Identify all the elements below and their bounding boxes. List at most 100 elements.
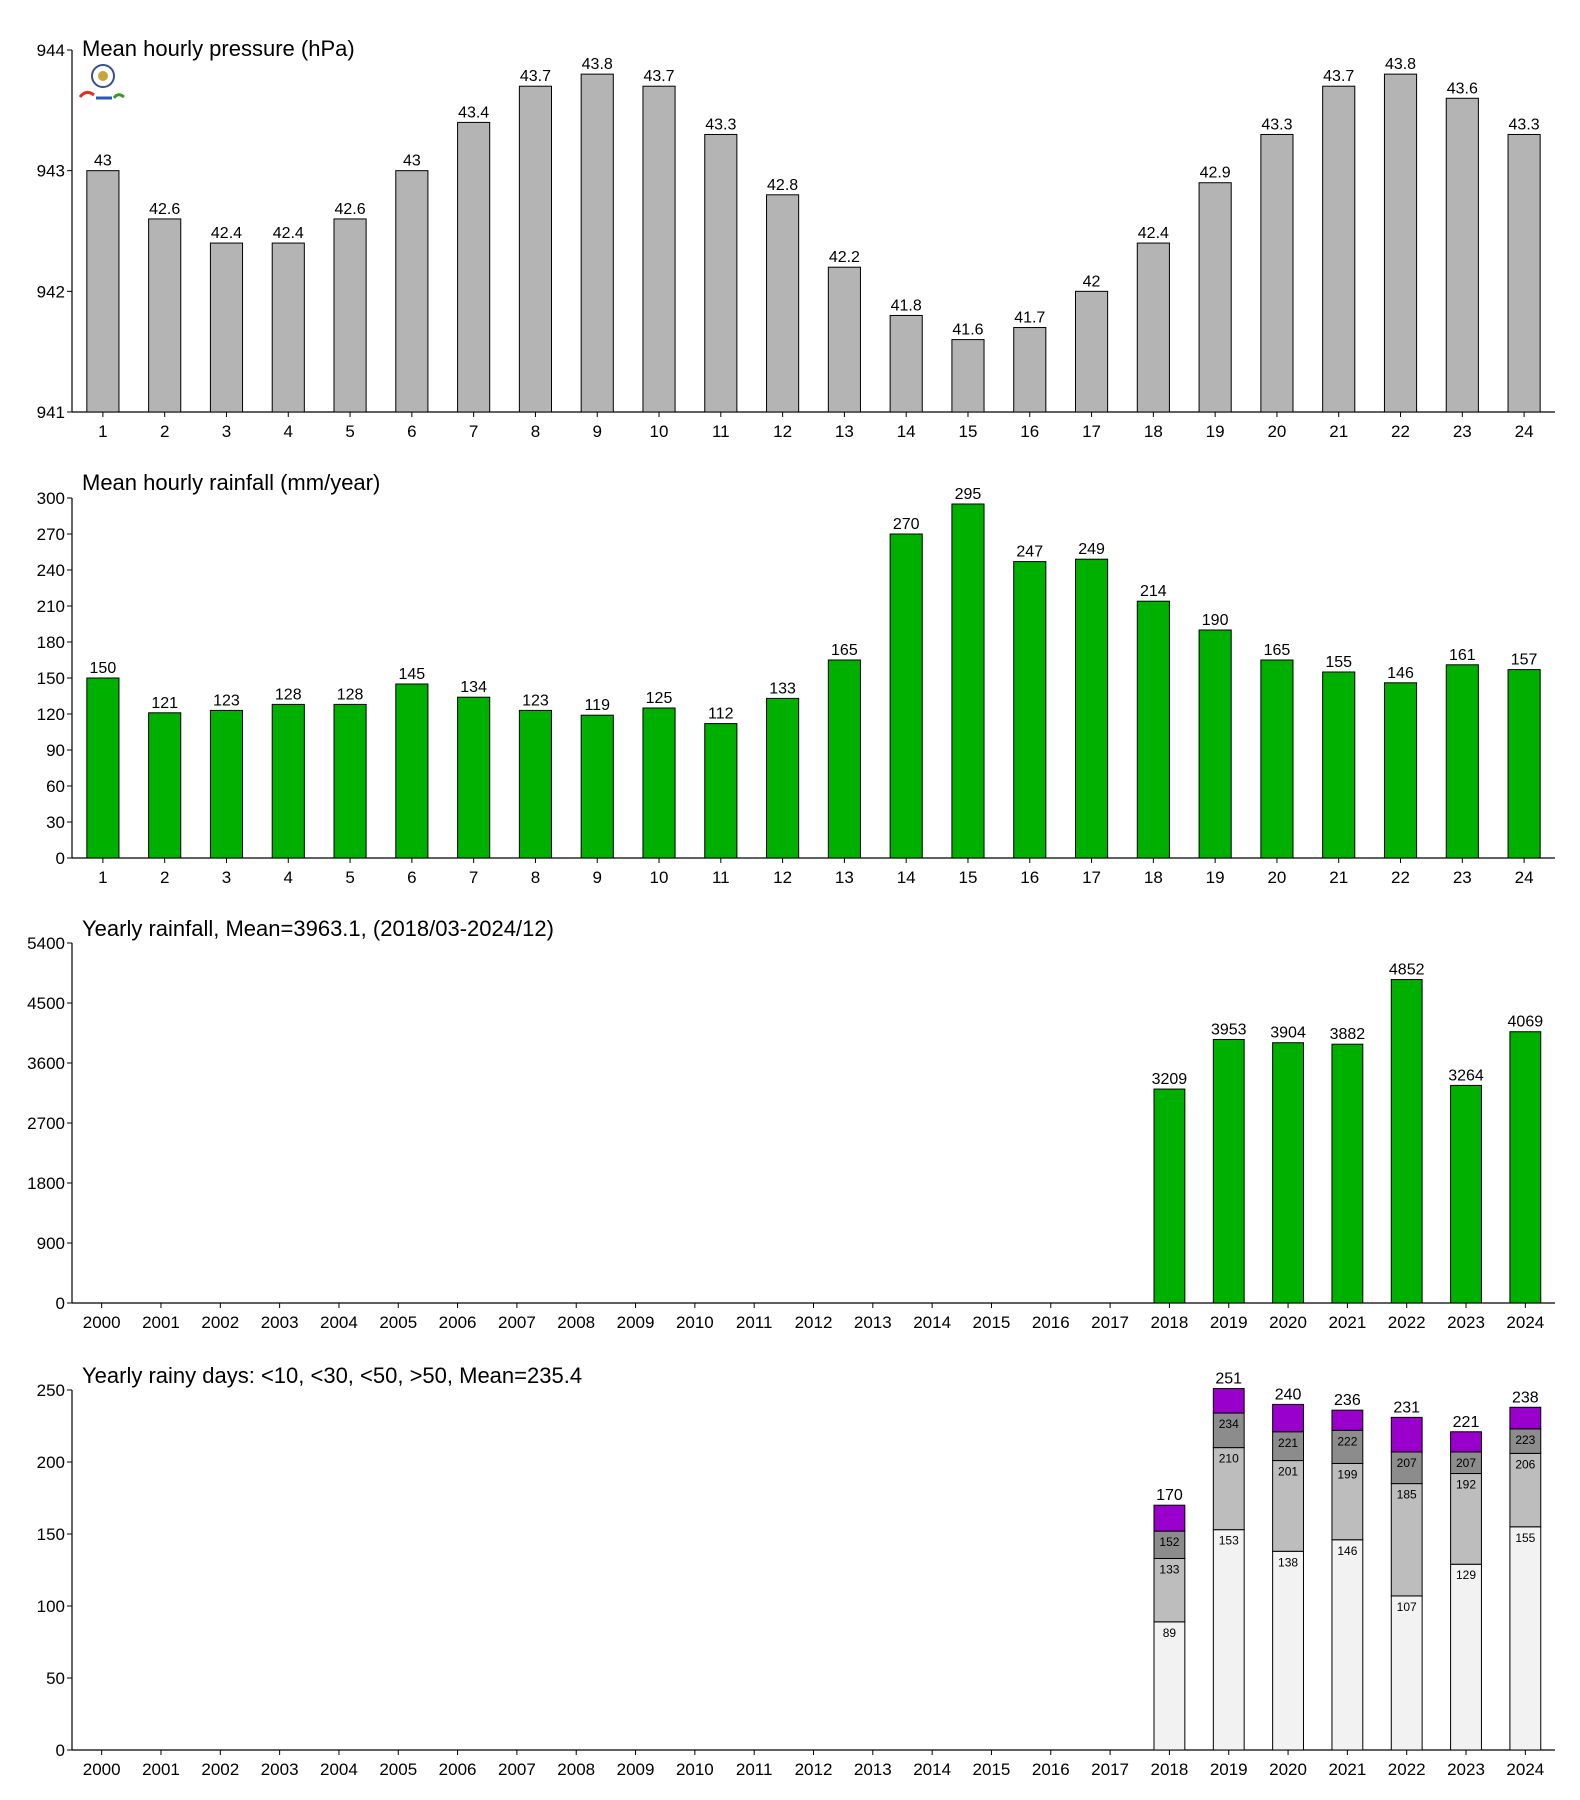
bar xyxy=(827,659,861,859)
bar-value-label: 247 xyxy=(1016,544,1043,561)
x-tick-label: 2005 xyxy=(379,1760,417,1779)
x-tick-label: 16 xyxy=(1020,422,1039,441)
y-tick-label: 3600 xyxy=(27,1054,65,1073)
x-tick-label: 2013 xyxy=(854,1760,892,1779)
stack-total-label: 221 xyxy=(1453,1414,1480,1431)
stack-segment xyxy=(1272,1550,1304,1751)
x-tick-label: 2007 xyxy=(498,1313,536,1332)
stack-segment xyxy=(1509,1406,1542,1430)
y-tick-label: 2700 xyxy=(27,1114,65,1133)
bar-value-label: 3904 xyxy=(1270,1025,1306,1042)
x-tick-label: 2023 xyxy=(1447,1313,1485,1332)
segment-value-label: 89 xyxy=(1163,1626,1177,1640)
y-tick-label: 210 xyxy=(37,597,65,616)
stack-segment xyxy=(1212,1529,1245,1751)
y-tick-label: 5400 xyxy=(27,934,65,953)
x-tick-label: 5 xyxy=(345,422,354,441)
x-tick-label: 13 xyxy=(835,422,854,441)
x-tick-label: 4 xyxy=(284,422,293,441)
bar-value-label: 43.7 xyxy=(643,68,674,85)
x-tick-label: 5 xyxy=(345,868,354,887)
x-tick-label: 12 xyxy=(773,868,792,887)
bar-value-label: 165 xyxy=(1264,642,1291,659)
bar-value-label: 43 xyxy=(94,153,112,170)
x-tick-label: 2006 xyxy=(439,1313,477,1332)
x-tick-label: 2024 xyxy=(1506,1313,1544,1332)
bar-value-label: 43.3 xyxy=(1261,116,1292,133)
bar xyxy=(1445,664,1479,859)
x-tick-label: 2001 xyxy=(142,1313,180,1332)
x-tick-label: 15 xyxy=(959,868,978,887)
bar xyxy=(704,723,738,859)
x-tick-label: 18 xyxy=(1144,868,1163,887)
stack-total-label: 170 xyxy=(1156,1487,1183,1504)
x-tick-label: 2012 xyxy=(795,1313,833,1332)
stack-segment xyxy=(1390,1595,1423,1751)
segment-value-label: 155 xyxy=(1515,1531,1535,1545)
y-tick-label: 944 xyxy=(37,41,65,60)
x-tick-label: 23 xyxy=(1453,422,1472,441)
y-tick-label: 150 xyxy=(37,1525,65,1544)
x-tick-label: 19 xyxy=(1206,868,1225,887)
bar xyxy=(1445,97,1479,413)
y-tick-label: 200 xyxy=(37,1453,65,1472)
x-tick-label: 2024 xyxy=(1506,1760,1544,1779)
x-tick-label: 2018 xyxy=(1151,1760,1189,1779)
x-tick-label: 23 xyxy=(1453,868,1472,887)
y-tick-label: 0 xyxy=(56,1741,65,1760)
stack-segment xyxy=(1153,1504,1186,1532)
x-tick-label: 8 xyxy=(531,422,540,441)
stack-segment xyxy=(1212,1412,1245,1449)
x-tick-label: 2012 xyxy=(795,1760,833,1779)
chart-title: Yearly rainy days: <10, <30, <50, >50, M… xyxy=(82,1363,582,1388)
y-tick-label: 900 xyxy=(37,1234,65,1253)
segment-value-label: 133 xyxy=(1159,1562,1179,1576)
segment-value-label: 206 xyxy=(1515,1457,1535,1471)
segment-value-label: 152 xyxy=(1159,1535,1179,1549)
bar-value-label: 125 xyxy=(646,690,673,707)
bar xyxy=(271,242,305,413)
bar xyxy=(1074,290,1109,413)
x-tick-label: 2 xyxy=(160,868,169,887)
x-tick-label: 9 xyxy=(592,422,601,441)
bar-value-label: 41.8 xyxy=(891,297,922,314)
stack-segment xyxy=(1331,1539,1364,1751)
x-tick-label: 2019 xyxy=(1210,1313,1248,1332)
x-tick-label: 2007 xyxy=(498,1760,536,1779)
bar-value-label: 134 xyxy=(460,679,487,696)
bar-value-label: 42.9 xyxy=(1200,165,1231,182)
bar xyxy=(1153,1088,1186,1304)
segment-value-label: 201 xyxy=(1278,1465,1298,1479)
bar xyxy=(518,709,553,859)
bar-value-label: 161 xyxy=(1449,647,1476,664)
bar-value-label: 157 xyxy=(1511,652,1538,669)
y-tick-label: 942 xyxy=(37,282,65,301)
bar xyxy=(395,170,429,413)
bar-value-label: 43.7 xyxy=(1323,68,1354,85)
stack-segment xyxy=(1331,1409,1364,1431)
segment-value-label: 223 xyxy=(1515,1433,1535,1447)
y-tick-label: 90 xyxy=(46,741,65,760)
x-tick-label: 2017 xyxy=(1091,1760,1129,1779)
x-tick-label: 16 xyxy=(1020,868,1039,887)
bar-value-label: 190 xyxy=(1202,612,1229,629)
bar xyxy=(1272,1042,1304,1304)
y-tick-label: 270 xyxy=(37,525,65,544)
x-tick-label: 2002 xyxy=(201,1760,239,1779)
x-tick-label: 21 xyxy=(1329,422,1348,441)
x-tick-label: 2006 xyxy=(439,1760,477,1779)
x-tick-label: 2016 xyxy=(1032,1760,1070,1779)
bar xyxy=(1509,1031,1542,1304)
x-tick-label: 11 xyxy=(712,422,730,441)
x-tick-label: 2008 xyxy=(557,1313,595,1332)
bar xyxy=(86,677,120,859)
x-tick-label: 18 xyxy=(1144,422,1163,441)
x-tick-label: 2021 xyxy=(1328,1760,1366,1779)
x-tick-label: 2000 xyxy=(83,1313,121,1332)
bar-value-label: 165 xyxy=(831,642,858,659)
x-tick-label: 2016 xyxy=(1032,1313,1070,1332)
stack-segment xyxy=(1509,1452,1542,1528)
x-tick-label: 2010 xyxy=(676,1313,714,1332)
bar-value-label: 42 xyxy=(1083,273,1101,290)
